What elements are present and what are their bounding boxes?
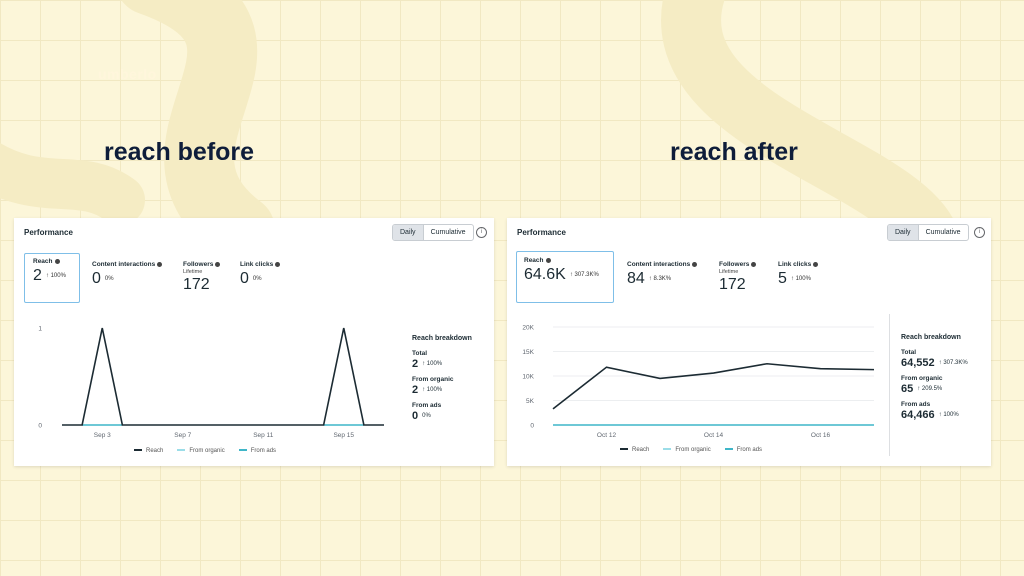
x-tick-label: Sep 3 (94, 432, 111, 439)
x-tick-label: Oct 12 (597, 432, 617, 439)
tab-cumulative[interactable]: Cumulative (430, 229, 466, 236)
reach-breakdown: Reach breakdown Total 2 ↑ 100% From organ… (412, 335, 472, 428)
breakdown-total-label: Total (412, 350, 428, 357)
series-line-reach (552, 362, 875, 410)
metric-change: ↑ 100% (790, 275, 811, 282)
metric-value: 0 (240, 270, 249, 287)
performance-panel-before: Performance Daily Cumulative i Reach 2 ↑ … (14, 218, 494, 466)
metric-value: 2 (33, 267, 42, 284)
chart-legend: Reach From organic From ads (134, 448, 276, 454)
metric-change: 0% (104, 275, 114, 282)
breakdown-total-value: 64,552 ↑ 307.3K% (901, 357, 968, 369)
metric-value: 172 (183, 276, 210, 293)
metric-value: 84 (627, 270, 645, 287)
info-dot-icon (692, 261, 698, 267)
metric-value: 64.6K (524, 266, 566, 283)
chart-legend: Reach From organic From ads (620, 447, 762, 453)
metric-label: Reach (33, 258, 53, 265)
metric-label: Reach (524, 257, 544, 264)
x-tick-label: Oct 16 (811, 432, 831, 439)
breakdown-title: Reach breakdown (901, 334, 961, 341)
legend-ads: From ads (238, 448, 276, 454)
view-toggle: Daily Cumulative (392, 224, 474, 241)
metric-label: Link clicks (240, 261, 274, 268)
metric-value: 5 (778, 270, 787, 287)
metric-label: Content interactions (627, 261, 691, 268)
metric-followers[interactable]: Followers Lifetime 172 (719, 261, 757, 294)
metric-reach[interactable]: Reach 64.6K ↑ 307.3K% (516, 251, 614, 303)
brand-logo-text: umberlo (98, 66, 157, 82)
y-tick-label: 20K (522, 325, 534, 332)
panel-title: Performance (517, 228, 566, 237)
y-tick-label: 10K (522, 374, 534, 381)
y-tick-label: 5K (526, 398, 535, 405)
info-circle-icon[interactable]: i (476, 227, 487, 238)
tab-cumulative[interactable]: Cumulative (925, 229, 961, 236)
tab-daily[interactable]: Daily (393, 225, 424, 240)
info-dot-icon (157, 261, 163, 267)
breakdown-ads-value: 0 0% (412, 410, 431, 422)
y-tick-label: 1 (38, 326, 42, 333)
legend-ads: From ads (724, 447, 762, 453)
x-tick-label: Oct 14 (704, 432, 724, 439)
metric-label: Followers (183, 261, 214, 268)
heading-before: reach before (104, 138, 255, 166)
breakdown-organic-value: 65 ↑ 209.5% (901, 383, 943, 395)
reach-breakdown: Reach breakdown Total 64,552 ↑ 307.3K% Fr… (901, 334, 968, 427)
metric-change: ↑ 100% (45, 272, 66, 279)
legend-reach: Reach (620, 447, 649, 453)
metric-followers[interactable]: Followers Lifetime 172 (183, 261, 221, 294)
breakdown-organic-label: From organic (412, 376, 454, 383)
metric-reach[interactable]: Reach 2 ↑ 100% (24, 253, 80, 303)
info-dot-icon (275, 261, 281, 267)
metric-change: 0% (252, 275, 262, 282)
metric-content-interactions[interactable]: Content interactions 0 0% (92, 261, 163, 288)
legend-reach: Reach (134, 448, 163, 454)
breakdown-total-label: Total (901, 349, 917, 356)
metric-label: Followers (719, 261, 750, 268)
legend-organic: From organic (177, 448, 225, 454)
series-line-reach (62, 327, 384, 426)
panel-title: Performance (24, 228, 73, 237)
breakdown-divider (889, 314, 890, 456)
metric-content-interactions[interactable]: Content interactions 84 ↑ 8.3K% (627, 261, 698, 288)
breakdown-ads-label: From ads (412, 402, 442, 409)
metric-link-clicks[interactable]: Link clicks 5 ↑ 100% (778, 261, 819, 288)
metric-sublabel: Lifetime (719, 269, 739, 275)
info-dot-icon (813, 261, 819, 267)
heading-after: reach after (670, 138, 798, 166)
legend-organic: From organic (663, 447, 711, 453)
x-tick-label: Sep 7 (174, 432, 191, 439)
breakdown-total-value: 2 ↑ 100% (412, 358, 443, 370)
breakdown-organic-label: From organic (901, 375, 943, 382)
y-tick-label: 0 (530, 423, 534, 430)
metric-value: 172 (719, 276, 746, 293)
info-dot-icon (545, 257, 551, 263)
info-circle-icon[interactable]: i (974, 227, 985, 238)
metric-change: ↑ 307.3K% (569, 271, 599, 278)
tab-daily[interactable]: Daily (888, 225, 919, 240)
y-tick-label: 15K (522, 349, 534, 356)
breakdown-title: Reach breakdown (412, 335, 472, 342)
info-dot-icon (751, 261, 757, 267)
x-tick-label: Sep 15 (333, 432, 354, 439)
metric-sublabel: Lifetime (183, 269, 203, 275)
breakdown-ads-label: From ads (901, 401, 931, 408)
metric-value: 0 (92, 270, 101, 287)
breakdown-organic-value: 2 ↑ 100% (412, 384, 443, 396)
breakdown-ads-value: 64,466 ↑ 100% (901, 409, 959, 421)
metric-label: Link clicks (778, 261, 812, 268)
metric-label: Content interactions (92, 261, 156, 268)
performance-panel-after: Performance Daily Cumulative i Reach 64.… (507, 218, 991, 466)
y-tick-label: 0 (38, 423, 42, 430)
info-dot-icon (54, 258, 60, 264)
metric-link-clicks[interactable]: Link clicks 0 0% (240, 261, 281, 288)
reach-chart-after: 20K 15K 10K 5K 0 Oct 12 Oct 14 Oct 16 (522, 325, 875, 439)
info-dot-icon (215, 261, 221, 267)
reach-chart-before: 1 0 Sep 3 Sep 7 Sep 11 Sep 15 (38, 326, 384, 439)
view-toggle: Daily Cumulative (887, 224, 969, 241)
metric-change: ↑ 8.3K% (648, 275, 672, 282)
x-tick-label: Sep 11 (253, 432, 274, 439)
